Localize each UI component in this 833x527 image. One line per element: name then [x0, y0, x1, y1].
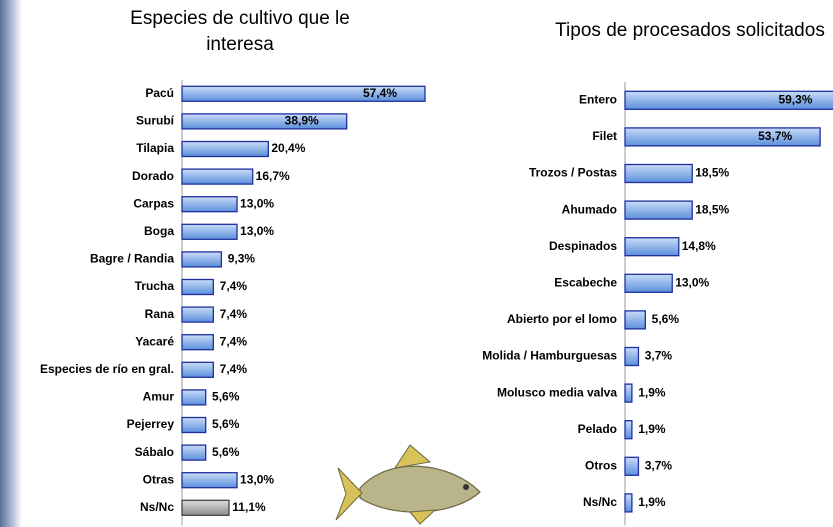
- category-label: Sábalo: [135, 445, 174, 459]
- value-label: 1,9%: [638, 422, 666, 436]
- bar: [181, 223, 238, 240]
- category-label: Trucha: [135, 279, 175, 293]
- bar: [624, 310, 646, 330]
- category-label: Otras: [143, 472, 175, 486]
- value-label: 53,7%: [758, 129, 792, 143]
- category-label: Tilapia: [136, 141, 174, 155]
- category-label: Entero: [579, 92, 617, 106]
- value-label: 16,7%: [256, 169, 290, 183]
- bar: [624, 90, 833, 110]
- category-label: Abierto por el lomo: [507, 312, 617, 326]
- value-label: 13,0%: [675, 275, 709, 289]
- value-label: 3,7%: [645, 349, 673, 363]
- value-label: 13,0%: [240, 472, 274, 486]
- value-label: 5,6%: [212, 390, 240, 404]
- value-label: 1,9%: [638, 385, 666, 399]
- bar: [624, 127, 821, 147]
- bar: [624, 493, 633, 513]
- category-label: Filet: [592, 129, 617, 143]
- category-label: Otros: [585, 458, 617, 472]
- category-label: Rana: [145, 307, 175, 321]
- category-label: Bagre / Randia: [90, 252, 174, 266]
- value-label: 7,4%: [220, 334, 248, 348]
- bar: [181, 416, 207, 434]
- bar: [181, 278, 214, 296]
- value-label: 59,3%: [778, 92, 812, 106]
- bar: [624, 383, 633, 403]
- bar: [181, 334, 214, 351]
- value-label: 1,9%: [638, 495, 666, 509]
- category-label: Dorado: [132, 169, 174, 183]
- category-label: Boga: [144, 224, 174, 238]
- value-label: 11,1%: [232, 500, 266, 514]
- category-label: Pejerrey: [127, 417, 175, 431]
- value-label: 7,4%: [220, 307, 248, 321]
- value-label: 18,5%: [695, 166, 729, 180]
- category-label: Carpas: [133, 196, 174, 210]
- value-label: 57,4%: [363, 86, 397, 100]
- bar: [181, 472, 238, 489]
- category-label: Ns/Nc: [140, 500, 174, 514]
- value-label: 20,4%: [271, 141, 305, 155]
- category-label: Surubí: [136, 114, 175, 128]
- value-label: 38,9%: [285, 114, 319, 128]
- value-label: 18,5%: [695, 202, 729, 216]
- bar: [181, 85, 426, 102]
- category-label: Ahumado: [562, 202, 617, 216]
- value-label: 13,0%: [240, 196, 274, 210]
- value-label: 3,7%: [645, 458, 673, 472]
- value-label: 5,6%: [212, 445, 240, 459]
- fish-illustration: [335, 444, 481, 525]
- value-label: 5,6%: [652, 312, 680, 326]
- category-label: Ns/Nc: [583, 495, 617, 509]
- category-label: Escabeche: [554, 275, 617, 289]
- chart-title: Especies de cultivo que le interesa: [130, 8, 350, 55]
- category-label: Despinados: [549, 239, 617, 253]
- bar: [181, 196, 238, 213]
- bar: [624, 273, 673, 293]
- category-label: Trozos / Postas: [529, 166, 617, 180]
- bar: [181, 389, 207, 406]
- category-label: Molida / Hamburguesas: [482, 349, 617, 363]
- value-label: 13,0%: [240, 224, 274, 238]
- bar: [624, 420, 633, 440]
- value-label: 9,3%: [228, 252, 256, 266]
- chart-title: Tipos de procesados solicitados: [555, 20, 825, 41]
- bar: [624, 163, 693, 184]
- bar: [181, 444, 207, 461]
- side-band: [0, 0, 22, 527]
- value-label: 7,4%: [220, 362, 248, 376]
- value-label: 7,4%: [220, 279, 248, 293]
- value-label: 5,6%: [212, 417, 240, 431]
- bar: [624, 456, 640, 476]
- bar: [181, 168, 254, 185]
- bar: [181, 306, 214, 323]
- category-label: Especies de río en gral.: [40, 362, 174, 376]
- bar: [624, 200, 693, 220]
- category-label: Yacaré: [135, 334, 174, 348]
- value-label: 14,8%: [682, 239, 716, 253]
- bar: [181, 113, 348, 130]
- bar: [181, 361, 214, 378]
- bar: [624, 237, 680, 257]
- bar: [624, 346, 640, 367]
- category-label: Amur: [143, 390, 175, 404]
- bar: [181, 251, 223, 268]
- category-label: Pelado: [578, 422, 617, 436]
- category-label: Pacú: [145, 86, 174, 100]
- bar: [181, 499, 230, 516]
- category-label: Molusco media valva: [497, 385, 617, 399]
- bar: [181, 140, 270, 158]
